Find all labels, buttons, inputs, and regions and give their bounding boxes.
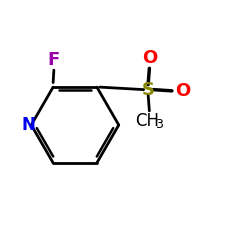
Text: CH: CH — [135, 112, 159, 130]
Text: F: F — [48, 51, 60, 69]
Text: 3: 3 — [155, 118, 163, 131]
Text: S: S — [142, 80, 154, 98]
Text: O: O — [142, 49, 157, 67]
Text: O: O — [175, 82, 190, 100]
Text: N: N — [21, 116, 35, 134]
